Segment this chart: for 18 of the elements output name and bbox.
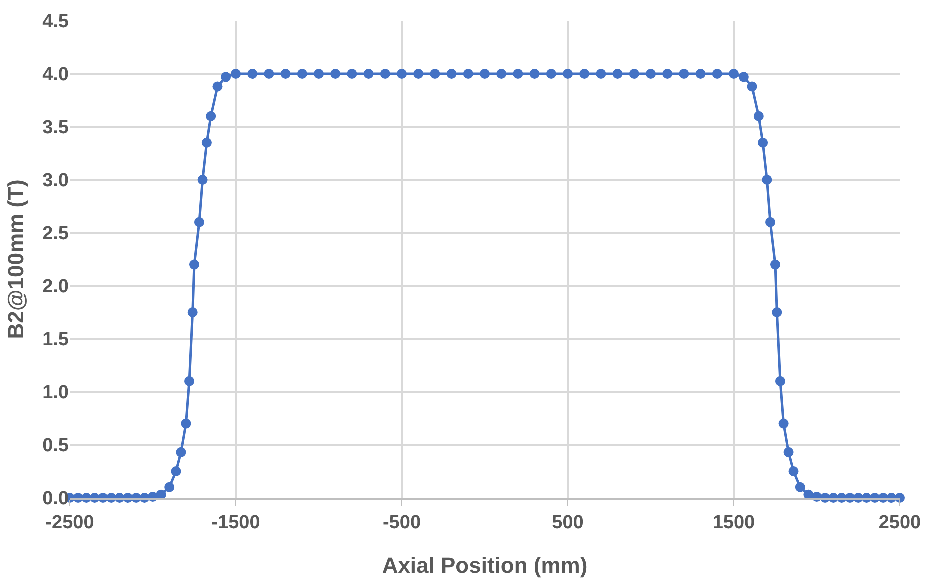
y-tick-label: 0.0	[42, 488, 69, 510]
x-tick-label: -500	[382, 512, 422, 534]
y-tick-label: 3.0	[42, 170, 69, 192]
y-tick-label: 1.0	[42, 382, 69, 404]
x-tick-label: -1500	[212, 512, 260, 534]
y-axis-title: B2@100mm (T)	[3, 180, 28, 340]
y-tick-label: 0.5	[42, 436, 70, 457]
x-axis-title: Axial Position (mm)	[382, 552, 588, 578]
y-tick-label: 1.5	[42, 330, 70, 351]
x-tick-label: 500	[552, 512, 584, 534]
y-tick-label: 4.0	[42, 64, 69, 86]
x-tick-label: 2500	[878, 512, 922, 534]
x-tick-label: -2500	[46, 512, 94, 534]
y-tick-label: 3.5	[42, 118, 70, 139]
y-tick-label: 4.5	[42, 12, 70, 33]
y-tick-label: 2.0	[42, 276, 69, 298]
y-tick-label: 2.5	[42, 224, 70, 245]
x-tick-label: 1500	[712, 512, 756, 534]
